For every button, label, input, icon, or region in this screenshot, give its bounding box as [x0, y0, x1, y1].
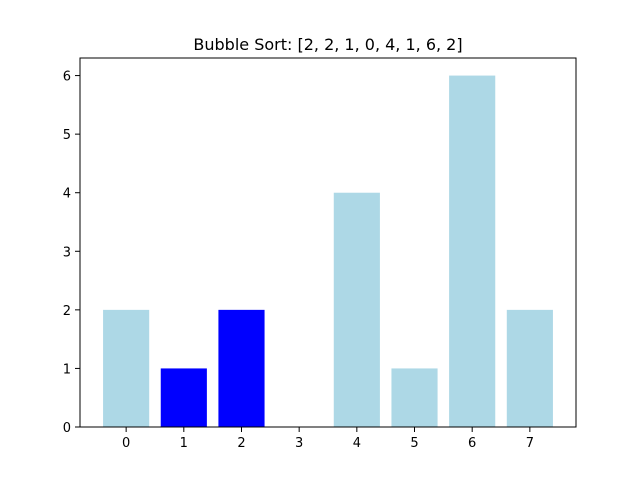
y-tick-label: 4: [63, 187, 71, 202]
y-axis-ticks: 0 1 2 3 4 5 6: [63, 70, 80, 436]
x-tick-label: 4: [353, 436, 361, 451]
axes-group: [79, 57, 577, 428]
y-tick-label: 3: [63, 245, 71, 260]
x-axis-ticks: 0 1 2 3 4 5 6 7: [122, 427, 534, 451]
x-tick-label: 7: [526, 436, 534, 451]
x-tick-label: 2: [237, 436, 245, 451]
x-tick-label: 6: [468, 436, 476, 451]
bar-0: [103, 309, 150, 427]
y-tick-label: 5: [63, 128, 71, 143]
x-tick-label: 5: [410, 436, 418, 451]
x-tick-label: 1: [180, 436, 188, 451]
bar-4: [333, 192, 380, 427]
bars-group: [103, 75, 553, 428]
bar-5: [391, 368, 438, 427]
bar-7: [506, 309, 553, 427]
plot-frame: [79, 57, 577, 428]
y-tick-label: 1: [63, 362, 71, 377]
bar-6: [449, 75, 496, 428]
y-tick-label: 6: [63, 70, 71, 85]
y-tick-label: 2: [63, 304, 71, 319]
x-tick-label: 3: [295, 436, 303, 451]
bar-1: [160, 368, 207, 427]
chart-title: Bubble Sort: [2, 2, 1, 0, 4, 1, 6, 2]: [193, 35, 462, 54]
x-tick-label: 0: [122, 436, 130, 451]
y-tick-label: 0: [63, 421, 71, 436]
bar-2: [218, 309, 265, 427]
